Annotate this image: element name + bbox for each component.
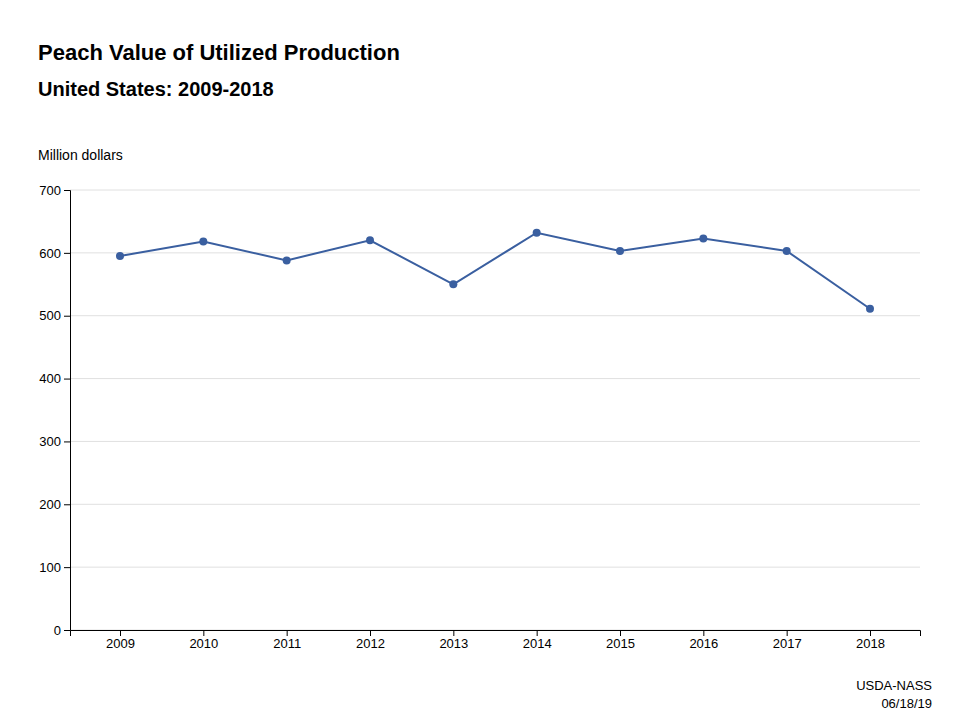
- x-tick: 2017: [773, 630, 802, 651]
- title: Peach Value of Utilized Production: [38, 40, 400, 65]
- y-axis-line: [64, 191, 71, 631]
- grid-line: [70, 504, 920, 505]
- y-axis: 0 100 200 300 400 500 600 700: [39, 183, 70, 638]
- y-tick: 500: [39, 308, 70, 323]
- annotation: USDA-NASS06/18/19: [856, 678, 932, 711]
- y-tick: 100: [39, 560, 70, 575]
- y-tick-label: 200: [39, 497, 61, 512]
- grid-line: [70, 252, 920, 253]
- y-axis-label: Million dollars: [38, 147, 123, 163]
- y-tick-mark: [64, 630, 70, 631]
- x-axis: 2009 2010 2011 2012 2013 2014 2015 2016 2017 2018: [71, 630, 921, 651]
- y-tick: 0: [54, 623, 70, 638]
- x-tick-label: 2016: [689, 636, 718, 651]
- y-tick-label: 0: [54, 623, 61, 638]
- x-tick: 2015: [606, 630, 635, 651]
- line: [120, 233, 870, 309]
- x-tick-label: 2009: [106, 636, 135, 651]
- plot-area: 2009 2010 2011 2012 2013 2014 2015 2016 2017 2018…: [39, 183, 920, 652]
- x-tick: 2018: [856, 630, 885, 651]
- point: [283, 256, 291, 264]
- grid-line: [70, 378, 920, 379]
- y-tick-mark: [64, 253, 70, 254]
- y-tick: 600: [39, 246, 70, 261]
- x-tick-label: 2013: [439, 636, 468, 651]
- point: [533, 229, 541, 237]
- point: [866, 305, 874, 313]
- y-tick-mark: [64, 190, 70, 191]
- x-tick-mark: [453, 630, 454, 636]
- y-tick-label: 100: [39, 560, 61, 575]
- x-tick-label: 2015: [606, 636, 635, 651]
- x-tick: 2009: [106, 630, 135, 651]
- x-tick: 2016: [689, 630, 718, 651]
- grid-line: [70, 315, 920, 316]
- y-tick-label: 400: [39, 371, 61, 386]
- x-tick-label: 2014: [523, 636, 552, 651]
- x-tick-mark: [703, 630, 704, 636]
- marks: [116, 229, 874, 313]
- point: [616, 247, 624, 255]
- y-tick-mark: [64, 504, 70, 505]
- y-tick-mark: [64, 316, 70, 317]
- x-tick-mark: [120, 630, 121, 636]
- point: [199, 238, 207, 246]
- x-tick: 2012: [356, 630, 385, 651]
- x-tick: 2014: [523, 630, 552, 651]
- x-tick-mark: [787, 630, 788, 636]
- x-axis-line: [71, 631, 921, 637]
- x-tick-mark: [620, 630, 621, 636]
- x-tick-label: 2012: [356, 636, 385, 651]
- y-tick-label: 500: [39, 308, 61, 323]
- x-tick-mark: [870, 630, 871, 636]
- y-tick-mark: [64, 379, 70, 380]
- y-tick: 300: [39, 434, 70, 449]
- y-tick-mark: [64, 441, 70, 442]
- x-tick: 2010: [189, 630, 218, 651]
- x-tick-mark: [203, 630, 204, 636]
- y-tick: 700: [39, 183, 70, 198]
- point: [449, 280, 457, 288]
- point: [116, 252, 124, 260]
- x-tick-mark: [537, 630, 538, 636]
- point: [783, 247, 791, 255]
- x-tick-mark: [370, 630, 371, 636]
- x-tick-mark: [287, 630, 288, 636]
- x-tick: 2011: [273, 630, 301, 651]
- y-tick: 400: [39, 371, 70, 386]
- y-tick-label: 300: [39, 434, 61, 449]
- grid: [70, 190, 920, 630]
- subtitle: United States: 2009-2018: [38, 78, 274, 100]
- y-tick-label: 700: [39, 183, 61, 198]
- x-tick-label: 2010: [189, 636, 218, 651]
- chart: Peach Value of Utilized Production United…: [0, 0, 960, 720]
- point: [366, 236, 374, 244]
- grid-line: [70, 190, 920, 191]
- x-tick-label: 2018: [856, 636, 885, 651]
- y-tick-label: 600: [39, 246, 61, 261]
- point: [699, 234, 707, 242]
- x-tick-label: 2017: [773, 636, 802, 651]
- x-tick: 2013: [439, 630, 468, 651]
- grid-line: [70, 567, 920, 568]
- grid-line: [70, 441, 920, 442]
- y-tick: 200: [39, 497, 70, 512]
- x-tick-label: 2011: [273, 636, 301, 651]
- y-tick-mark: [64, 567, 70, 568]
